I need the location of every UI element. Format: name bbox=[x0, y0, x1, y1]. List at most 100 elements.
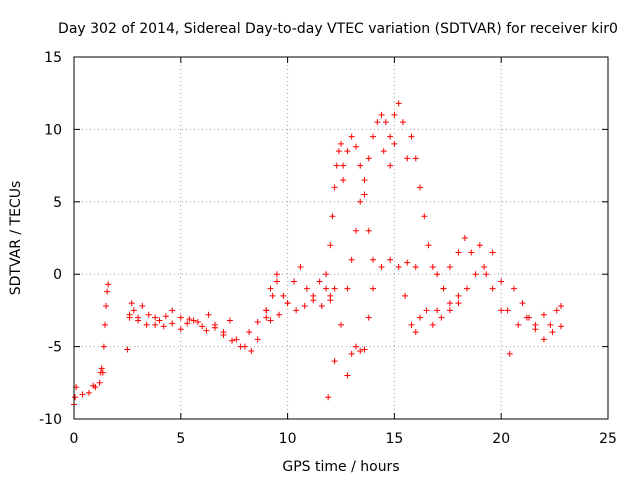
data-point-3-13 bbox=[237, 343, 244, 350]
data-point-6-0 bbox=[323, 271, 330, 278]
data-point-0-9 bbox=[98, 365, 105, 372]
data-point-6-6 bbox=[338, 140, 344, 147]
data-point-8-7 bbox=[370, 256, 377, 263]
data-point-7-11 bbox=[378, 111, 385, 118]
data-point-13-8 bbox=[506, 350, 513, 357]
data-point-10-1 bbox=[387, 162, 394, 169]
data-point-3-7 bbox=[186, 316, 193, 323]
data-point-13-12 bbox=[540, 336, 547, 343]
data-point-2-12 bbox=[184, 320, 191, 327]
data-point-2-13 bbox=[190, 317, 197, 324]
data-point-11-6 bbox=[434, 307, 441, 314]
data-point-1-4 bbox=[104, 288, 111, 295]
data-point-7-5 bbox=[352, 227, 359, 234]
data-point-9-1 bbox=[348, 350, 355, 357]
data-point-3-12 bbox=[229, 337, 236, 344]
x-tick-label-1: 5 bbox=[176, 431, 185, 447]
data-point-13-10 bbox=[523, 314, 530, 321]
data-point-2-6 bbox=[145, 311, 152, 318]
data-point-0-1 bbox=[72, 394, 79, 401]
data-point-1-0 bbox=[99, 369, 106, 376]
chart-title: Day 302 of 2014, Sidereal Day-to-day VTE… bbox=[58, 21, 618, 37]
data-point-6-5 bbox=[335, 148, 342, 155]
data-point-8-6 bbox=[365, 227, 372, 234]
data-point-2-24 bbox=[269, 292, 276, 299]
data-point-5-4 bbox=[301, 303, 308, 310]
series-arc-b bbox=[325, 111, 398, 401]
data-point-12-1 bbox=[440, 285, 447, 292]
data-point-9-0 bbox=[344, 372, 351, 379]
data-point-12-6 bbox=[476, 242, 483, 249]
data-point-3-2 bbox=[143, 321, 150, 328]
data-point-9-5 bbox=[365, 314, 372, 321]
x-tick-label-5: 25 bbox=[599, 431, 617, 447]
data-point-1-3 bbox=[103, 303, 110, 310]
series-arc-a bbox=[323, 140, 347, 278]
y-tick-label-0: -10 bbox=[39, 412, 62, 428]
data-point-3-3 bbox=[152, 314, 159, 321]
data-point-4-10 bbox=[323, 285, 330, 292]
data-point-3-10 bbox=[211, 324, 218, 331]
series-early-scatter bbox=[71, 365, 105, 408]
series-afternoon-b bbox=[438, 263, 565, 357]
series-arc-c bbox=[340, 133, 377, 263]
data-point-13-4 bbox=[472, 271, 479, 278]
data-point-9-2 bbox=[352, 343, 359, 350]
data-point-2-15 bbox=[205, 311, 212, 318]
data-point-9-6 bbox=[370, 285, 377, 292]
data-point-7-10 bbox=[374, 119, 381, 126]
data-point-9-8 bbox=[387, 256, 394, 263]
data-point-1-2 bbox=[101, 321, 108, 328]
data-point-10-7 bbox=[412, 155, 419, 162]
data-point-12-17 bbox=[553, 307, 560, 314]
data-point-7-1 bbox=[331, 358, 338, 365]
data-point-8-2 bbox=[348, 133, 355, 140]
data-point-9-11 bbox=[412, 263, 419, 270]
data-point-3-8 bbox=[194, 318, 201, 325]
data-point-8-5 bbox=[361, 191, 368, 198]
series-arc-d bbox=[344, 256, 419, 379]
data-point-13-0 bbox=[438, 314, 445, 321]
data-point-3-5 bbox=[169, 307, 176, 314]
data-point-9-9 bbox=[395, 263, 402, 270]
y-tick-label-3: 5 bbox=[53, 195, 62, 211]
data-point-5-7 bbox=[327, 297, 334, 304]
y-axis-label: SDTVAR / TECUs bbox=[8, 181, 24, 296]
data-point-13-6 bbox=[489, 285, 496, 292]
data-point-12-8 bbox=[489, 249, 496, 256]
data-point-0-4 bbox=[85, 389, 92, 396]
data-point-10-5 bbox=[404, 155, 411, 162]
data-point-6-4 bbox=[333, 162, 340, 169]
data-point-11-2 bbox=[412, 329, 419, 336]
plot-frame bbox=[73, 56, 609, 420]
data-point-10-6 bbox=[408, 133, 415, 140]
data-point-3-15 bbox=[254, 318, 261, 325]
data-point-2-18 bbox=[226, 317, 233, 324]
data-point-10-9 bbox=[421, 213, 428, 220]
data-point-2-8 bbox=[156, 317, 163, 324]
data-point-9-4 bbox=[361, 346, 368, 353]
data-point-4-6 bbox=[297, 263, 304, 270]
series-quiet-morning bbox=[124, 278, 280, 354]
data-point-0-3 bbox=[79, 391, 86, 398]
data-point-5-1 bbox=[276, 311, 283, 318]
data-point-3-14 bbox=[246, 329, 253, 336]
data-point-7-2 bbox=[338, 321, 344, 328]
data-point-11-4 bbox=[423, 307, 430, 314]
data-point-5-5 bbox=[310, 297, 317, 304]
data-point-11-1 bbox=[408, 321, 415, 328]
data-point-6-2 bbox=[329, 213, 336, 220]
data-point-12-2 bbox=[446, 263, 453, 270]
y-tick-label-5: 15 bbox=[44, 50, 62, 66]
series-afternoon bbox=[434, 235, 565, 328]
data-point-12-4 bbox=[461, 235, 468, 241]
data-point-3-1 bbox=[135, 317, 142, 324]
data-point-6-3 bbox=[331, 184, 338, 191]
series-quiet-band-2 bbox=[126, 307, 270, 350]
data-point-4-2 bbox=[273, 271, 280, 278]
data-point-9-10 bbox=[404, 259, 411, 266]
data-point-3-9 bbox=[203, 327, 210, 334]
data-point-1-5 bbox=[105, 281, 112, 288]
data-point-11-3 bbox=[417, 314, 424, 321]
data-point-13-1 bbox=[446, 307, 453, 314]
